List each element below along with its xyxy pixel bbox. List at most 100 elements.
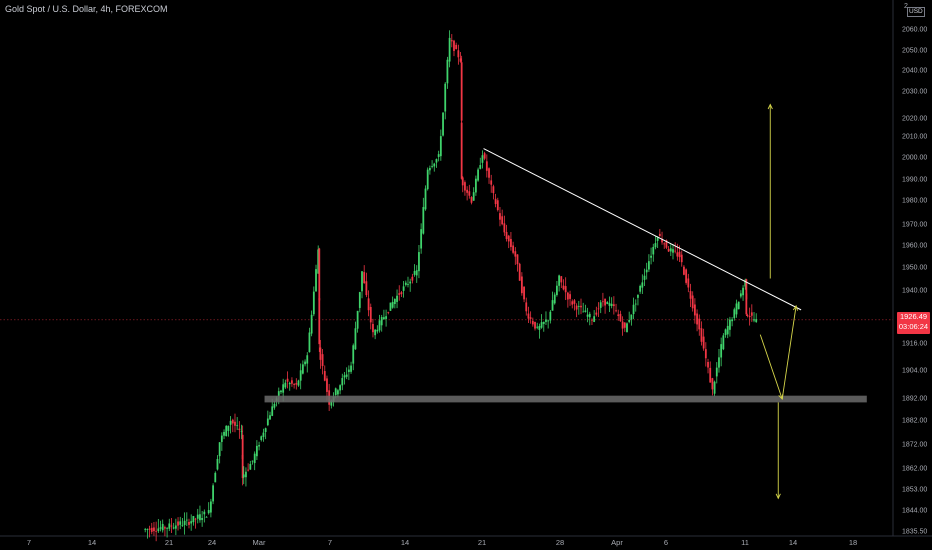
candle [639, 284, 642, 294]
candle [718, 349, 720, 373]
candle [227, 425, 230, 437]
candle [602, 292, 604, 307]
time-axis[interactable]: 7 14 21 24 Mar 7 14 21 28 Apr 6 11 14 18 [27, 538, 857, 547]
candle [157, 519, 160, 533]
candle [393, 298, 396, 309]
candle [599, 300, 602, 314]
price-axis[interactable]: 2060.00 2050.00 2040.00 2030.00 2020.00 2010.… [902, 27, 927, 536]
corner-label: 2 [904, 3, 908, 10]
candle [378, 314, 381, 333]
candle [566, 291, 569, 308]
time-tick-label: 14 [88, 538, 96, 547]
candle [477, 167, 479, 182]
price-tick-label: 2050.00 [902, 48, 927, 55]
candle [291, 377, 293, 387]
candle [203, 509, 206, 523]
candle [262, 428, 265, 442]
price-tick-label: 1862.00 [902, 466, 927, 473]
axis-frame [0, 0, 932, 537]
price-tick-label: 1980.00 [902, 198, 927, 205]
drawings[interactable] [264, 103, 867, 500]
time-tick-label: 6 [664, 538, 668, 547]
candle [750, 304, 753, 322]
candle [306, 352, 309, 373]
candle [538, 323, 541, 339]
candle [485, 154, 488, 178]
candle [413, 264, 416, 277]
candle [674, 242, 677, 254]
price-tick-label: 1835.50 [902, 529, 927, 536]
candle [315, 264, 317, 293]
candle [201, 511, 204, 527]
candle [514, 247, 517, 265]
candle [299, 363, 302, 390]
candle [654, 235, 657, 250]
candle [608, 296, 611, 313]
candle [238, 421, 241, 439]
support-zone [264, 395, 867, 403]
candle [280, 389, 282, 395]
candle [155, 521, 158, 542]
candle [435, 158, 438, 168]
candle [564, 277, 567, 301]
candle [426, 167, 429, 191]
candle [218, 442, 221, 464]
candle [396, 289, 398, 309]
candle [374, 328, 377, 340]
price-tick-label: 2030.00 [902, 89, 927, 96]
candle [575, 303, 578, 318]
candle [172, 522, 175, 530]
candle [505, 224, 508, 242]
candle [582, 302, 585, 313]
candle [536, 322, 539, 330]
candle [667, 246, 670, 252]
symbol-title[interactable]: Gold Spot / U.S. Dollar, 4h, FOREXCOM [5, 4, 168, 14]
candle [531, 317, 534, 327]
candle [400, 291, 403, 297]
candle [518, 262, 521, 281]
candle [709, 361, 712, 383]
candle [376, 325, 379, 334]
candle [181, 517, 184, 527]
candle [358, 291, 361, 313]
candle [269, 411, 271, 420]
time-tick-label: 14 [789, 538, 797, 547]
candle [626, 322, 628, 333]
candle [744, 278, 747, 290]
candle [448, 30, 451, 68]
candle [415, 265, 418, 283]
candle [453, 39, 455, 57]
candle [229, 416, 232, 434]
candle [698, 314, 701, 336]
candle [363, 265, 366, 284]
candle [739, 290, 742, 299]
candle [249, 460, 252, 470]
candle [647, 254, 650, 273]
candle [492, 184, 495, 200]
candle [468, 184, 471, 199]
candle [424, 185, 427, 211]
candle [460, 117, 463, 180]
candle [354, 321, 357, 350]
candle [735, 299, 738, 318]
time-tick-label: 11 [741, 538, 749, 547]
candle [746, 313, 749, 318]
candle [672, 244, 674, 260]
candle [669, 243, 672, 256]
candle [312, 286, 315, 317]
candle [461, 176, 464, 193]
candle [444, 82, 447, 120]
candle [577, 300, 580, 315]
candle [196, 508, 199, 524]
candle [593, 310, 596, 323]
candle [223, 429, 225, 440]
candle [389, 302, 392, 312]
candle [442, 112, 444, 137]
candle [704, 342, 707, 367]
candle [260, 435, 263, 442]
price-tick-label: 1882.00 [902, 418, 927, 425]
currency-badge[interactable]: USD [907, 7, 925, 17]
time-tick-label: 7 [328, 538, 332, 547]
candle [545, 311, 547, 326]
